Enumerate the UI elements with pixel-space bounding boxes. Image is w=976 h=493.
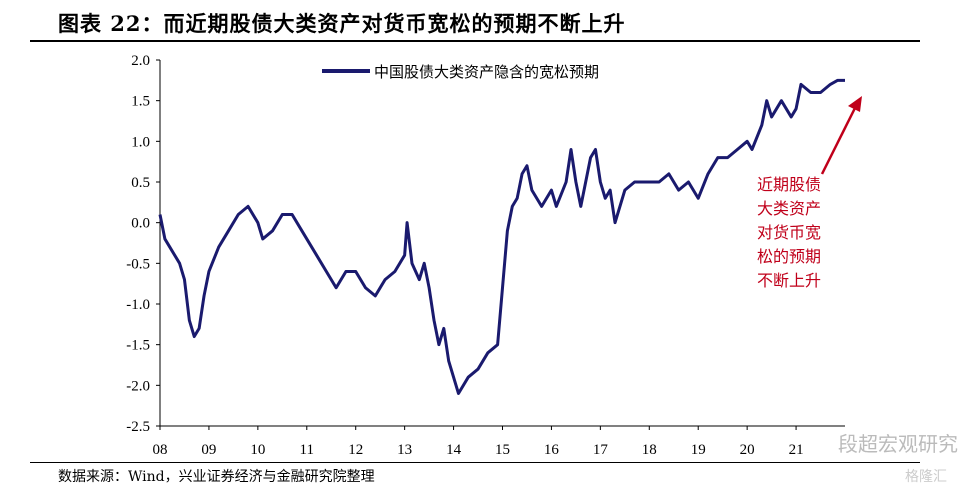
arrow-head-icon xyxy=(848,96,862,112)
source-note: 数据来源：Wind，兴业证券经济与金融研究院整理 xyxy=(58,469,375,485)
x-tick-label: 13 xyxy=(397,442,412,458)
x-tick-label: 09 xyxy=(201,442,216,458)
chart-title: 图表 22：而近期股债大类资产对货币宽松的预期不断上升 xyxy=(58,11,626,36)
y-tick-label: -1.0 xyxy=(126,297,150,313)
title-rule xyxy=(30,40,920,42)
annotation-line: 松的预期 xyxy=(757,247,821,266)
y-tick-label: -2.5 xyxy=(126,419,150,435)
x-tick-label: 21 xyxy=(789,442,804,458)
source-rule xyxy=(30,462,920,463)
x-tick-label: 18 xyxy=(642,442,657,458)
annotation-line: 大类资产 xyxy=(757,199,821,218)
y-tick-label: 0.5 xyxy=(131,175,150,191)
legend-label: 中国股债大类资产隐含的宽松预期 xyxy=(374,63,599,81)
x-tick-label: 19 xyxy=(691,442,706,458)
watermark-logo: 格隆汇 xyxy=(905,469,947,485)
y-tick-label: 1.5 xyxy=(131,94,150,110)
y-tick-label: -2.0 xyxy=(126,378,150,394)
x-tick-label: 14 xyxy=(446,442,462,458)
x-tick-label: 08 xyxy=(153,442,168,458)
y-tick-label: 0.0 xyxy=(131,216,150,232)
x-tick-label: 15 xyxy=(495,442,510,458)
x-tick-label: 16 xyxy=(544,442,560,458)
x-tick-label: 10 xyxy=(250,442,265,458)
x-tick-label: 20 xyxy=(740,442,755,458)
x-tick-label: 17 xyxy=(593,442,609,458)
watermark: 段超宏观研究 xyxy=(838,432,958,456)
annotation-line: 不断上升 xyxy=(757,271,821,290)
annotation-arrow xyxy=(820,105,858,175)
y-tick-label: 1.0 xyxy=(131,134,150,150)
annotation-line: 对货币宽 xyxy=(757,223,821,242)
x-tick-label: 12 xyxy=(348,442,363,458)
y-tick-label: -0.5 xyxy=(126,256,150,272)
y-tick-label: -1.5 xyxy=(126,338,150,354)
x-tick-label: 11 xyxy=(300,442,314,458)
annotation-line: 近期股债 xyxy=(757,175,821,194)
series-line xyxy=(158,78,845,395)
y-tick-label: 2.0 xyxy=(131,53,150,69)
